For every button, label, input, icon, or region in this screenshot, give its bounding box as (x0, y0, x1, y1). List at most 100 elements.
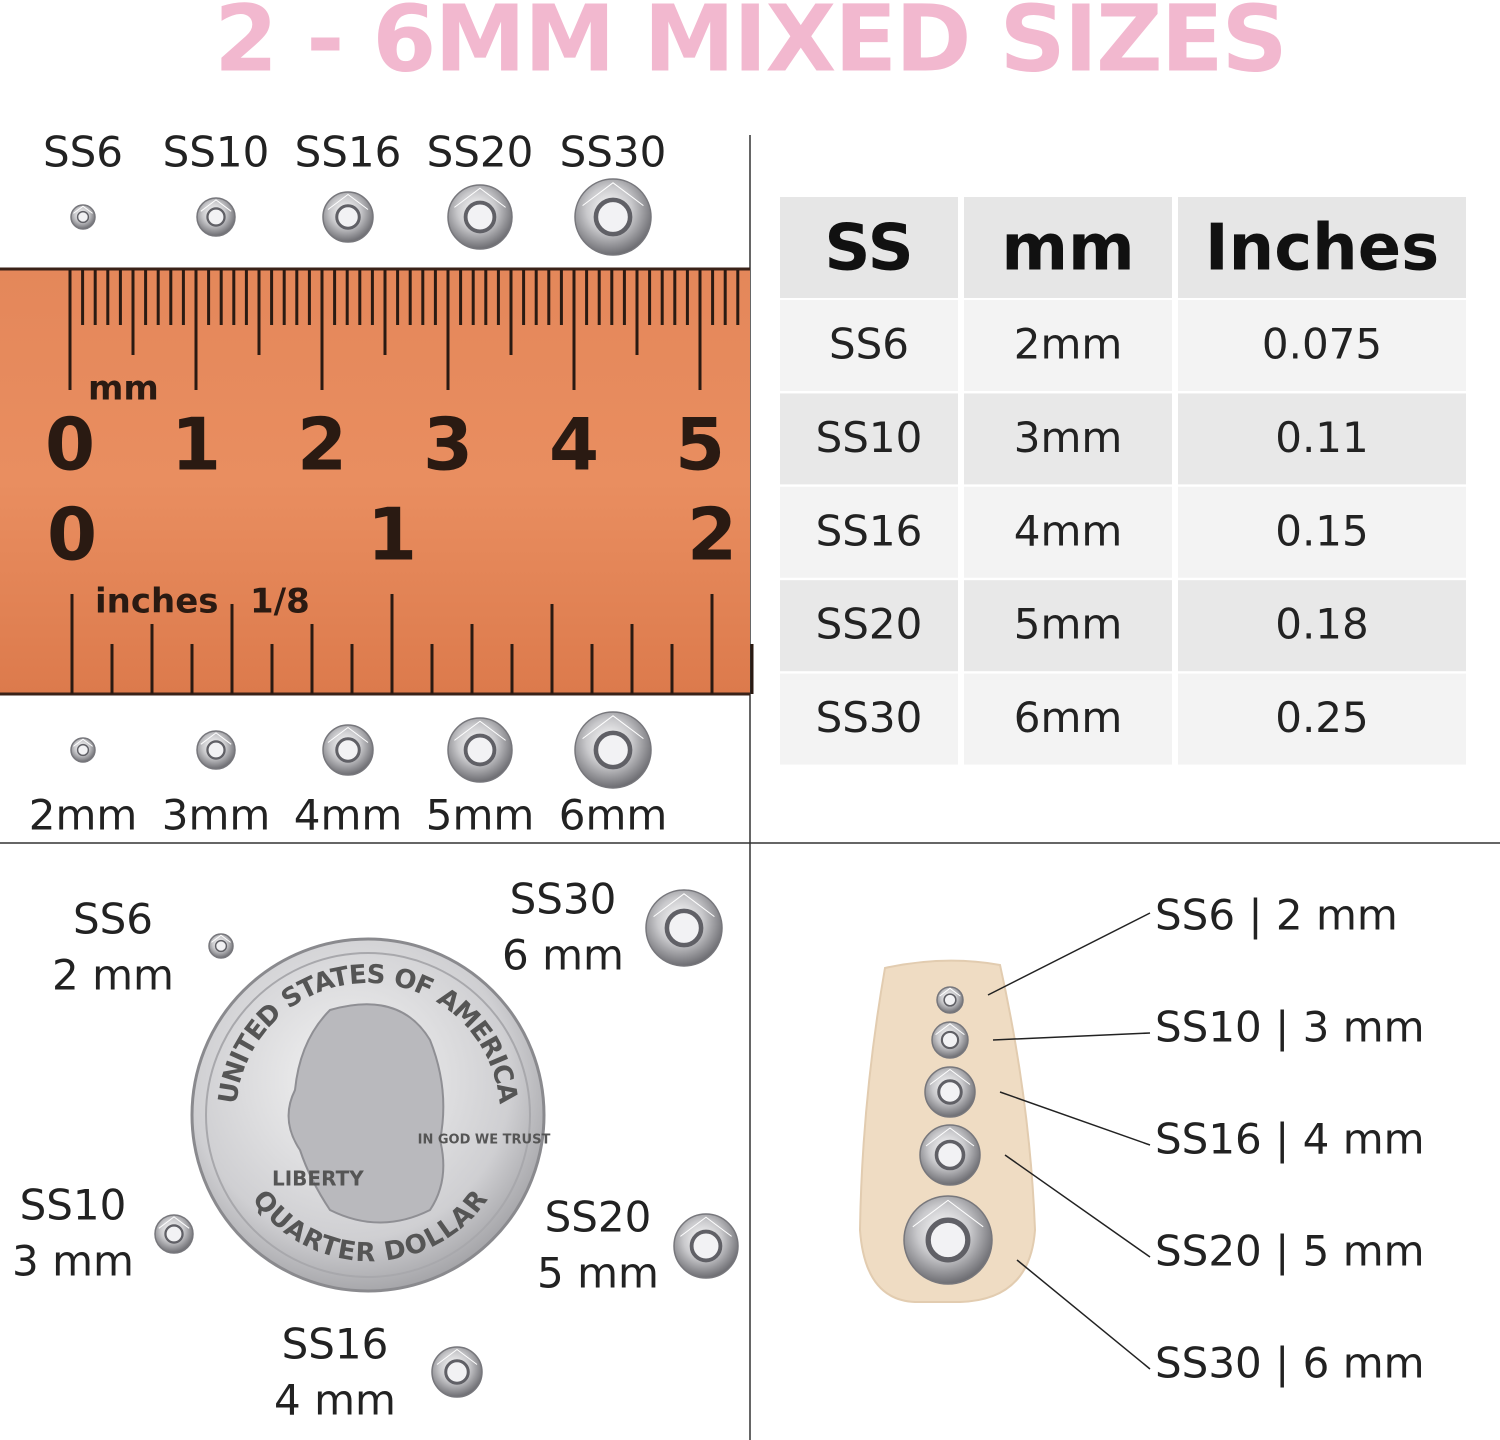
table-cell (1178, 300, 1466, 391)
leader-line (1016, 1259, 1151, 1370)
size-label: SS16 (295, 128, 402, 177)
nail-label: SS6 | 2 mm (1155, 891, 1398, 940)
table-cell (780, 486, 958, 578)
table-text: SS10 (816, 413, 923, 462)
table-header: SS (824, 212, 913, 286)
rhinestone-facet (689, 1229, 723, 1263)
table-cell (964, 486, 1172, 578)
rhinestone-facet (925, 1217, 971, 1263)
table-header-cell (780, 197, 958, 298)
ruler-label: inches (95, 582, 219, 622)
rhinestone-facet (463, 200, 497, 234)
ruler-label: 1/8 (250, 582, 310, 622)
ruler-number: 2 (297, 403, 347, 487)
nail-label: SS20 | 5 mm (1155, 1227, 1425, 1276)
rhinestone-facet (937, 1079, 963, 1105)
rhinestone-facet (164, 1224, 184, 1244)
leader-line (992, 1032, 1151, 1041)
table-text: 3mm (1014, 413, 1123, 462)
table-cell (1178, 580, 1466, 672)
size-label: SS30 (560, 128, 667, 177)
ruler-number: 3 (423, 403, 473, 487)
coin-text: IN GOD WE TRUST (418, 1133, 551, 1148)
table-cell (1178, 393, 1466, 485)
rhinestone-facet (454, 187, 506, 208)
rhinestone-facet (73, 738, 93, 747)
rhinestone-facet (593, 197, 633, 237)
ruler-number: 5 (675, 403, 725, 487)
size-label: 2mm (29, 791, 138, 840)
size-label: 4 mm (274, 1376, 396, 1425)
ruler-number: 0 (45, 403, 95, 487)
nail-label: SS10 | 3 mm (1155, 1003, 1425, 1052)
ruler-number: 4 (549, 403, 599, 487)
title: 2 - 6MM MIXED SIZES (214, 0, 1286, 92)
rhinestone-facet (444, 1359, 470, 1385)
size-label: 2 mm (52, 951, 174, 1000)
table-text: SS6 (829, 320, 909, 369)
ruler (0, 268, 750, 695)
rhinestone-facet (929, 1068, 971, 1085)
table-cell (780, 300, 958, 391)
rhinestone-facet (943, 993, 957, 1007)
rhinestone-facet (73, 205, 93, 214)
rhinestone-facet (335, 737, 361, 763)
ruler-number: 0 (47, 493, 97, 577)
table-header: mm (1001, 212, 1134, 286)
table-cell (964, 393, 1172, 485)
size-label: 3 mm (12, 1237, 134, 1286)
table-cell (1178, 673, 1466, 765)
table-text: 0.18 (1275, 600, 1369, 649)
size-label: SS30 (510, 875, 617, 924)
size-label: SS6 (73, 895, 153, 944)
leader-line (987, 912, 1151, 996)
table-cell (964, 673, 1172, 765)
rhinestone-facet (680, 1216, 732, 1237)
rhinestone-facet (593, 730, 633, 770)
table-text: SS16 (816, 506, 923, 555)
table-text: 5mm (1014, 600, 1123, 649)
ruler-number: 2 (687, 493, 737, 577)
rhinestone-facet (939, 987, 961, 997)
table-text: 0.15 (1275, 506, 1369, 555)
rhinestone-facet (940, 1030, 960, 1050)
table-header-cell (964, 197, 1172, 298)
table-text: 0.075 (1262, 320, 1382, 369)
size-label: SS20 (545, 1193, 652, 1242)
size-label: SS16 (282, 1320, 389, 1369)
size-label: 5 mm (537, 1249, 659, 1298)
rhinestone-facet (76, 743, 90, 757)
table-text: SS30 (816, 693, 923, 742)
table-cell (780, 673, 958, 765)
table-text: 6mm (1014, 693, 1123, 742)
table-cell (1178, 486, 1466, 578)
table-header-cell (1178, 197, 1466, 298)
table-text: 4mm (1014, 506, 1123, 555)
rhinestone-facet (327, 193, 369, 210)
table-cell (780, 580, 958, 672)
rhinestone-facet (200, 732, 232, 745)
rhinestone-facet (436, 1348, 478, 1365)
rhinestone-facet (76, 210, 90, 224)
rhinestone-facet (206, 207, 226, 227)
rhinestone-facet (664, 908, 704, 948)
table-text: 0.11 (1275, 413, 1369, 462)
rhinestone-facet (327, 726, 369, 743)
table-text: SS20 (816, 600, 923, 649)
size-label: 5mm (426, 791, 535, 840)
rhinestone-facet (206, 740, 226, 760)
leader-line (1004, 1154, 1151, 1258)
rhinestone-facet (454, 720, 506, 741)
table-cell (964, 300, 1172, 391)
size-label: 3mm (162, 791, 271, 840)
ruler-label: mm (88, 369, 159, 409)
table-cell (780, 393, 958, 485)
rhinestone-facet (200, 199, 232, 212)
nail-label: SS30 | 6 mm (1155, 1339, 1425, 1388)
nail-label: SS16 | 4 mm (1155, 1115, 1425, 1164)
size-label: 6 mm (502, 931, 624, 980)
coin-portrait (287, 1003, 445, 1224)
coin: UNITED STATES OF AMERICA QUARTER DOLLAR … (190, 937, 551, 1293)
table-header: Inches (1205, 212, 1439, 286)
rhinestone-facet (925, 1127, 975, 1147)
